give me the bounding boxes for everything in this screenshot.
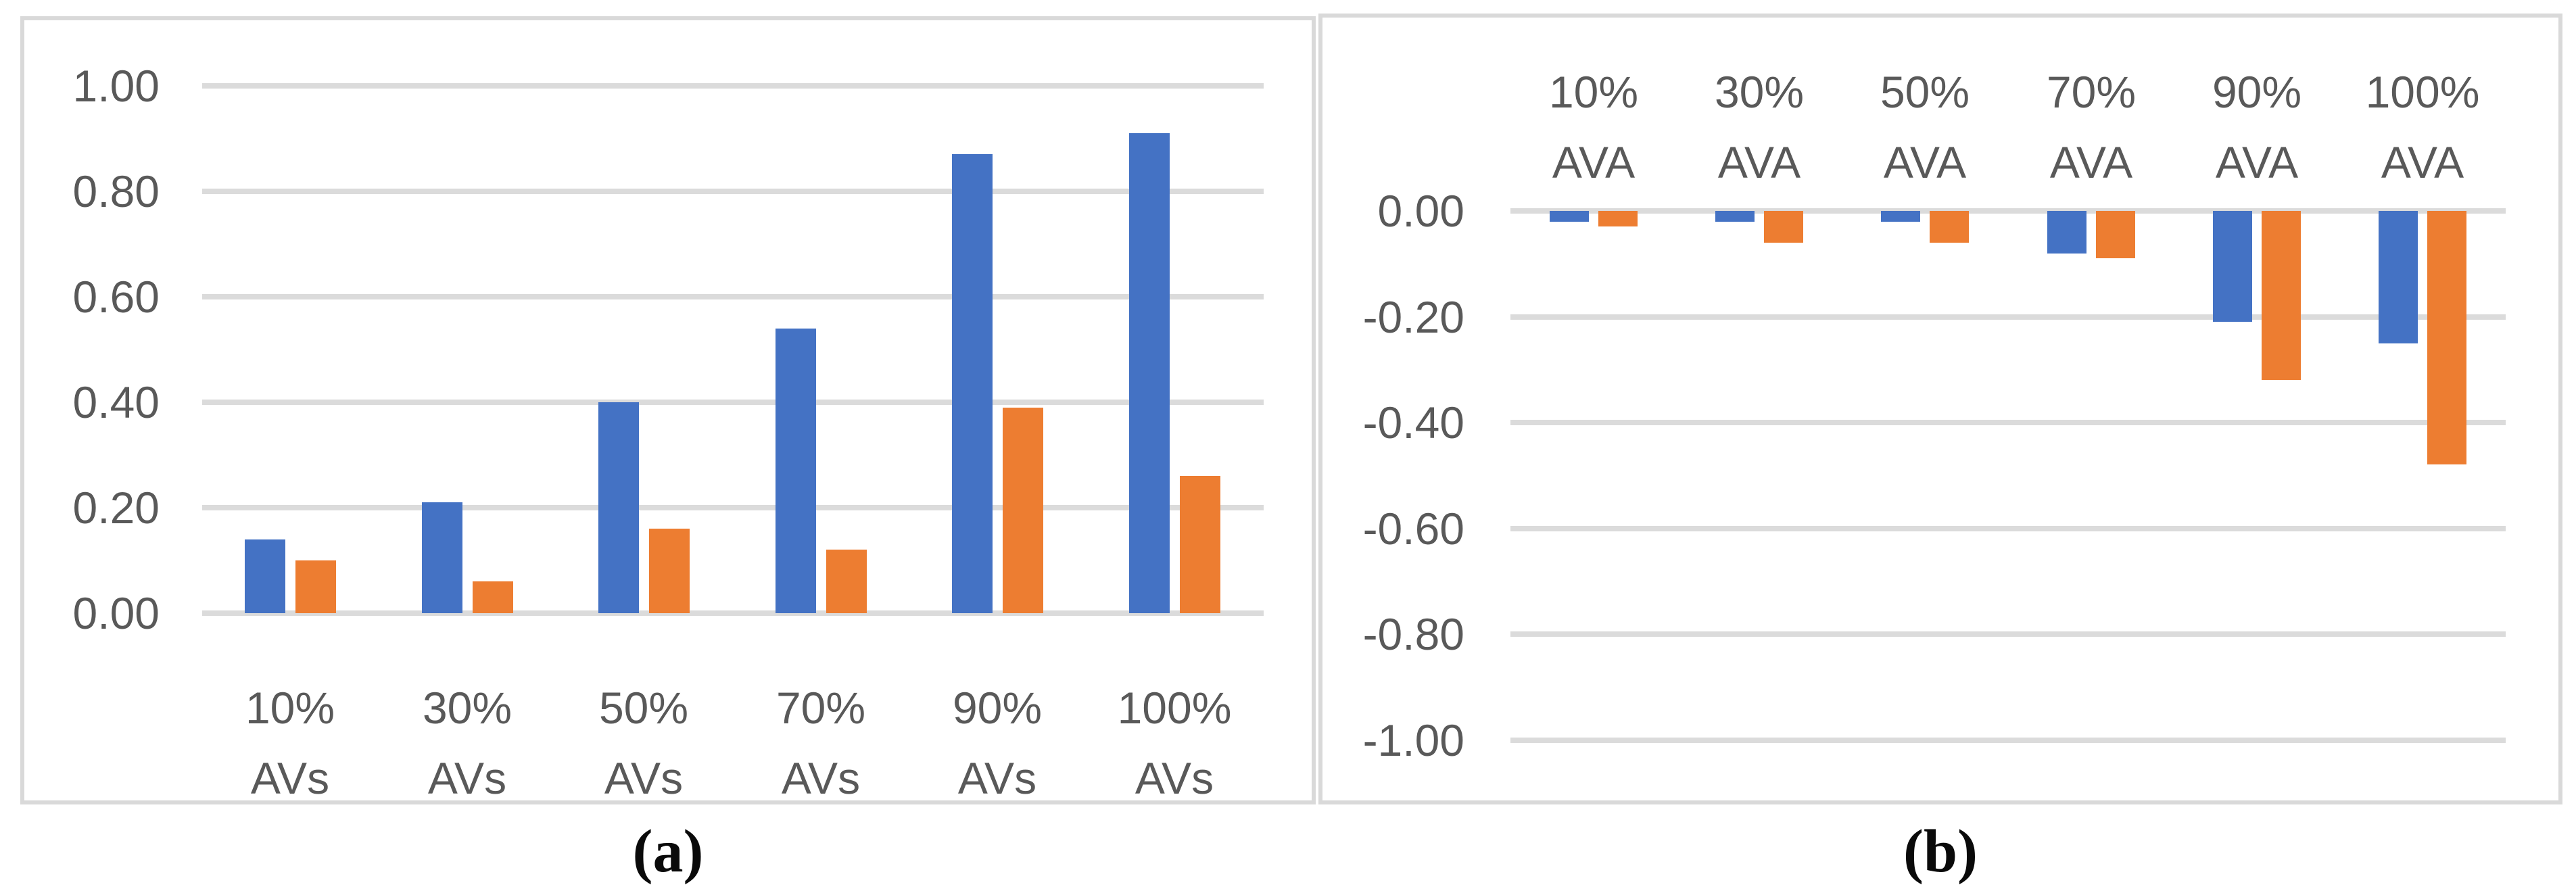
y-axis-tick-label: -0.20 — [1362, 292, 1464, 342]
bar-orange — [1764, 211, 1803, 243]
y-axis-tick-label: -0.80 — [1362, 609, 1464, 659]
gridline — [1510, 526, 2506, 531]
bar-blue — [776, 329, 816, 613]
category-label: 90% AVs — [952, 683, 1043, 803]
bar-orange — [1598, 211, 1638, 226]
bar-blue — [1881, 211, 1920, 222]
caption-b-text: (b) — [1903, 818, 1978, 885]
bar-orange — [2262, 211, 2301, 380]
gridline — [202, 610, 1264, 616]
y-axis-tick-label: 1.00 — [72, 61, 160, 111]
category-label: 50% AVs — [598, 683, 689, 803]
y-axis-tick-label: -1.00 — [1362, 715, 1464, 765]
bar-orange — [2427, 211, 2466, 464]
category-label: 10% AVs — [245, 683, 335, 803]
category-label: 30% AVA — [1714, 67, 1805, 187]
gridline — [1510, 208, 2506, 214]
gridline — [202, 83, 1264, 89]
y-axis-tick-label: 0.00 — [72, 588, 160, 638]
y-axis-tick-label: 0.20 — [72, 483, 160, 533]
bar-orange — [1180, 476, 1220, 613]
bar-blue — [2379, 211, 2418, 343]
gridline — [202, 400, 1264, 405]
bar-blue — [2047, 211, 2086, 254]
bar-blue — [598, 402, 639, 613]
category-label: 70% AVs — [776, 683, 866, 803]
y-axis-tick-label: 0.40 — [72, 377, 160, 427]
category-label: 90% AVA — [2212, 67, 2302, 187]
chart-panel-a: 1.00 0.80 0.60 0.40 0.20 0.00 10% AVs 30% AVs 50… — [20, 16, 1316, 804]
gridline — [202, 189, 1264, 194]
bar-orange — [2096, 211, 2135, 258]
chart-panel-b: 0.00 -0.20 -0.40 -0.60 -0.80 -1.00 10% AVA 30% … — [1318, 14, 2562, 804]
bar-blue — [245, 539, 285, 613]
category-label: 100% AVs — [1117, 683, 1232, 803]
caption-b: (b) — [1318, 817, 2562, 886]
gridline — [1510, 420, 2506, 425]
category-label: 10% AVA — [1548, 67, 1639, 187]
bar-orange — [649, 529, 690, 613]
bar-blue — [2213, 211, 2252, 322]
bar-blue — [1129, 133, 1170, 613]
bar-orange — [826, 550, 867, 613]
y-axis-tick-label: 0.00 — [1377, 186, 1464, 236]
gridline — [202, 505, 1264, 510]
category-label: 70% AVA — [2046, 67, 2137, 187]
bar-orange — [1930, 211, 1969, 243]
bar-blue — [1550, 211, 1589, 222]
gridline — [1510, 738, 2506, 743]
y-axis-tick-label: -0.60 — [1362, 504, 1464, 554]
bar-orange — [1003, 408, 1043, 613]
bar-orange — [295, 560, 336, 613]
gridline — [1510, 631, 2506, 637]
category-label: 30% AVs — [422, 683, 512, 803]
gridline — [202, 294, 1264, 299]
caption-a: (a) — [20, 817, 1316, 886]
y-axis-tick-label: 0.60 — [72, 272, 160, 322]
bar-blue — [1715, 211, 1755, 222]
bar-blue — [952, 154, 993, 613]
bar-orange — [473, 581, 513, 613]
caption-a-text: (a) — [632, 818, 704, 885]
y-axis-tick-label: -0.40 — [1362, 398, 1464, 448]
gridline — [1510, 314, 2506, 320]
category-label: 50% AVA — [1880, 67, 1970, 187]
category-label: 100% AVA — [2365, 67, 2480, 187]
y-axis-tick-label: 0.80 — [72, 166, 160, 216]
bar-blue — [422, 502, 462, 613]
